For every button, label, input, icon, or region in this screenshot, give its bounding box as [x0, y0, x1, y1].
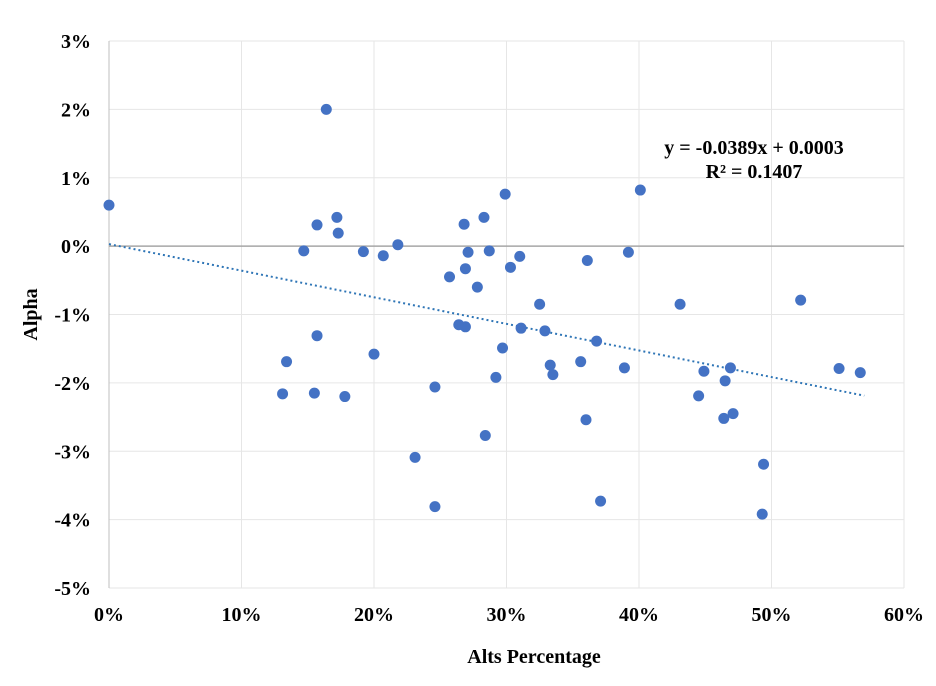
data-point-45 — [634, 184, 646, 196]
data-point-43 — [618, 362, 630, 374]
y-tick-label-1: 2% — [61, 99, 91, 121]
data-point-32 — [514, 250, 526, 262]
y-tick-label-0: 3% — [61, 31, 91, 53]
x-tick-label-5: 50% — [752, 604, 792, 626]
data-point-41 — [591, 335, 603, 347]
x-tick-label-1: 10% — [222, 604, 262, 626]
data-point-51 — [724, 362, 736, 374]
data-point-25 — [478, 211, 490, 223]
data-point-9 — [332, 227, 344, 239]
x-tick-label-3: 30% — [487, 604, 527, 626]
data-point-8 — [331, 211, 343, 223]
data-point-47 — [693, 390, 705, 402]
data-point-44 — [622, 246, 634, 258]
data-point-35 — [539, 325, 551, 337]
data-point-53 — [756, 508, 768, 520]
data-point-38 — [575, 356, 587, 368]
data-point-13 — [377, 250, 389, 262]
data-point-6 — [311, 330, 323, 342]
horizontal-gridlines — [109, 40, 904, 589]
data-point-21 — [459, 263, 471, 275]
data-point-40 — [581, 254, 593, 266]
y-tick-label-5: -2% — [54, 373, 91, 395]
data-points — [103, 103, 866, 520]
y-tick-label-3: 0% — [61, 236, 91, 258]
data-point-30 — [499, 188, 511, 200]
data-point-29 — [497, 342, 509, 354]
data-point-28 — [490, 371, 502, 383]
trendline-equation: y = -0.0389x + 0.0003 — [664, 137, 843, 159]
data-point-49 — [718, 412, 730, 424]
data-point-52 — [727, 408, 739, 420]
y-tick-label-2: 1% — [61, 168, 91, 190]
data-point-56 — [833, 363, 845, 375]
data-point-42 — [595, 495, 607, 507]
data-point-7 — [320, 103, 332, 115]
data-point-2 — [281, 356, 293, 368]
y-tick-label-6: -3% — [54, 441, 91, 463]
data-point-18 — [444, 271, 456, 283]
data-point-1 — [277, 388, 289, 400]
data-point-4 — [308, 387, 320, 399]
data-point-16 — [429, 381, 441, 393]
data-point-34 — [534, 298, 546, 310]
data-point-17 — [429, 501, 441, 513]
x-tick-label-0: 0% — [94, 604, 124, 626]
data-point-23 — [462, 246, 474, 258]
data-point-57 — [854, 367, 866, 379]
data-point-20 — [458, 218, 470, 230]
x-tick-label-4: 40% — [619, 604, 659, 626]
data-point-0 — [103, 199, 115, 211]
data-point-50 — [719, 375, 731, 387]
x-axis-title: Alts Percentage — [467, 646, 601, 668]
data-point-26 — [479, 430, 491, 442]
data-point-39 — [580, 414, 592, 426]
data-point-11 — [357, 246, 369, 258]
data-point-48 — [698, 365, 710, 377]
trendline-r-squared: R² = 0.1407 — [706, 161, 803, 183]
data-point-10 — [339, 391, 351, 403]
data-point-55 — [795, 294, 807, 306]
data-point-14 — [392, 239, 404, 251]
y-tick-label-8: -5% — [54, 578, 91, 600]
data-point-33 — [515, 322, 527, 334]
x-axis-tick-labels: 0% 10% 20% 30% 40% 50% 60% — [94, 604, 924, 626]
data-point-3 — [298, 245, 310, 257]
data-point-5 — [311, 219, 323, 231]
y-tick-label-4: -1% — [54, 305, 91, 327]
y-axis-tick-labels: 3% 2% 1% 0% -1% -2% -3% -4% -5% — [54, 31, 91, 600]
x-tick-label-2: 20% — [354, 604, 394, 626]
data-point-54 — [758, 458, 770, 470]
y-axis-title: Alpha — [20, 288, 42, 340]
data-point-15 — [409, 451, 421, 463]
data-point-12 — [368, 348, 380, 360]
data-point-24 — [471, 281, 483, 293]
data-point-22 — [459, 321, 471, 333]
linear-trendline — [108, 243, 865, 397]
data-point-46 — [674, 298, 686, 310]
data-point-31 — [504, 261, 516, 273]
data-point-36 — [544, 359, 556, 371]
data-point-27 — [483, 245, 495, 257]
x-tick-label-6: 60% — [884, 604, 924, 626]
data-point-37 — [547, 369, 559, 381]
y-tick-label-7: -4% — [54, 510, 91, 532]
